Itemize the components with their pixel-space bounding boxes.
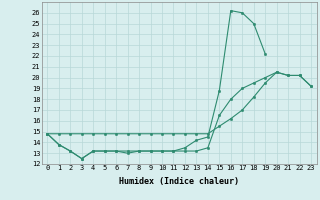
X-axis label: Humidex (Indice chaleur): Humidex (Indice chaleur) <box>119 177 239 186</box>
